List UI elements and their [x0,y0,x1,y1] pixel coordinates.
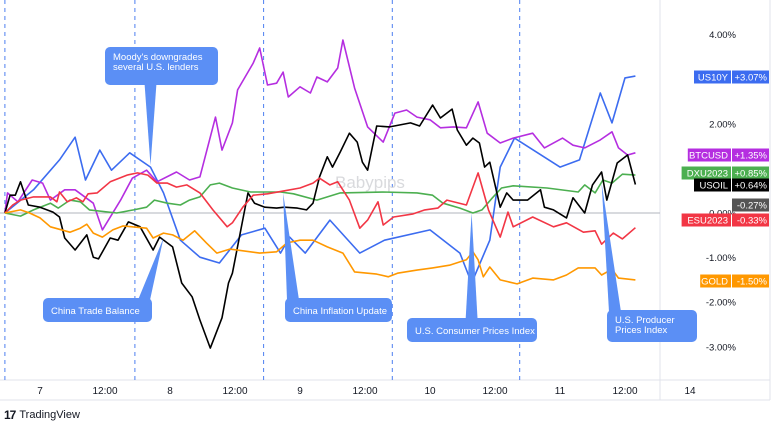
y-tick-label: -1.00% [706,253,737,264]
series-line-esu2023 [4,172,636,245]
x-tick-label: 7 [37,386,43,397]
callout-pointer [465,213,478,320]
callout-pointer [138,237,164,300]
price-tag-value-bg [732,274,769,288]
callout-text: Prices Index [615,325,668,336]
callout-box [285,298,392,322]
callout-pointer [144,83,157,166]
price-tag-value: +0.85% [735,169,768,180]
price-tag-value-bg [732,70,769,84]
y-tick-label: 4.00% [709,30,736,41]
price-tag-dxu2023: DXU2023 +0.85% [681,166,769,180]
callout-annotation: China Trade Balance [43,237,164,322]
x-tick-label: 14 [684,386,696,397]
price-tag-value: +0.64% [735,181,768,192]
callout-annotation: China Inflation Update [283,192,392,322]
x-tick-label: 9 [297,386,303,397]
x-tick-label: 12:00 [222,386,247,397]
price-tag-name-bg [694,70,731,84]
callout-text: China Inflation Update [293,306,387,317]
x-tick-label: 8 [167,386,173,397]
series-line-usoil [4,104,637,349]
price-tag-value: +1.35% [735,151,768,162]
price-tag-name-bg [681,213,731,227]
price-tag-name: GOLD [701,277,728,288]
x-tick-label: 10 [424,386,436,397]
price-tag-gold: GOLD -1.50% [700,274,769,288]
callout-text: U.S. Producer [615,315,675,326]
x-tick-label: 12:00 [482,386,507,397]
series-line-btcusd [4,39,636,231]
price-tag-usoil: USOIL +0.64% [694,178,769,192]
x-tick-label: 12:00 [612,386,637,397]
y-tick-label: -2.00% [706,298,737,309]
watermark: Babypips [335,173,405,192]
price-tag-name: DXU2023 [687,169,728,180]
callout-box [105,47,218,85]
price-tag-name: BTCUSD [689,151,728,162]
series-line-dxu2023 [4,173,636,217]
price-tag-value-bg [732,178,769,192]
price-tag-name-bg [687,148,731,162]
price-tag-extra-value: -0.27% [737,201,768,212]
price-tag-esu2023: ESU2023 -0.33% [681,213,769,227]
callout-box [407,318,537,342]
price-tag-name: USOIL [699,181,728,192]
price-tag-us10y: US10Y +3.07% [694,70,769,84]
price-tag-value: -0.33% [737,216,768,227]
tradingview-mark-icon: 17 [4,408,16,422]
callout-box [43,298,152,322]
price-tag-value: -1.50% [737,277,768,288]
callout-annotation: U.S. Consumer Prices Index [407,213,537,342]
callout-text: Moody's downgrades [113,52,203,63]
callout-text: U.S. Consumer Prices Index [415,326,535,337]
price-tag-name-bg [700,274,731,288]
price-tag-name-bg [681,166,731,180]
series-line-gold [4,209,636,285]
price-tag-name: US10Y [698,73,729,84]
callout-box [607,310,697,342]
tradingview-logo[interactable]: 17 TradingView [4,408,80,422]
price-tag-btcusd: BTCUSD +1.35% [687,148,769,162]
price-tag-name-bg [694,178,731,192]
price-tag-value-bg [732,166,769,180]
y-tick-label: -3.00% [706,342,737,353]
price-tag-extra-bg [732,198,769,212]
price-tag-value-bg [732,213,769,227]
callout-text: China Trade Balance [51,306,140,317]
x-tick-label: 12:00 [92,386,117,397]
callout-text: several U.S. lenders [113,62,199,73]
callout-pointer [601,183,621,312]
tradingview-brand: TradingView [19,409,80,421]
price-tag-value-bg [732,148,769,162]
price-tag-name: ESU2023 [687,216,728,227]
price-tag-value: +3.07% [735,73,768,84]
callout-pointer [283,192,299,300]
y-tick-label: 2.00% [709,119,736,130]
x-tick-label: 11 [555,386,566,397]
x-tick-label: 12:00 [352,386,377,397]
